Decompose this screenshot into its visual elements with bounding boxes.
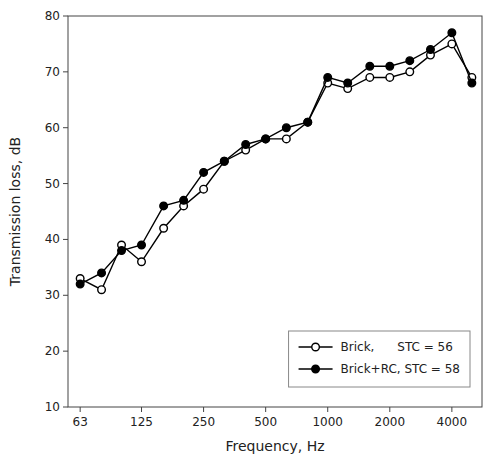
data-point — [160, 224, 168, 232]
y-tick — [63, 295, 68, 296]
data-point — [180, 197, 188, 205]
x-tick-label: 125 — [130, 415, 153, 429]
x-tick — [451, 407, 452, 412]
data-point — [386, 74, 394, 82]
y-tick-label: 10 — [45, 400, 60, 414]
legend-box — [289, 331, 470, 387]
plot-area — [76, 29, 475, 294]
y-tick — [63, 16, 68, 17]
plot-frame — [68, 16, 482, 407]
series — [76, 29, 475, 288]
y-axis-label: Transmission loss, dB — [7, 137, 23, 287]
x-tick — [265, 407, 266, 412]
axes: 63 125 250 500 1000 2000 4000 10 20 30 40 50 60 70 80 — [45, 9, 467, 429]
data-point — [344, 79, 352, 87]
series-line — [80, 44, 472, 290]
data-point — [200, 169, 208, 177]
x-tick — [389, 407, 390, 412]
chart: 63 125 250 500 1000 2000 4000 10 20 30 40 50 60 70 80 F… — [0, 0, 498, 465]
data-point — [98, 286, 106, 294]
data-point — [138, 258, 146, 266]
x-tick — [141, 407, 142, 412]
series — [76, 40, 475, 293]
data-point — [242, 141, 250, 149]
data-point — [448, 29, 456, 37]
data-point — [324, 74, 332, 82]
x-tick-label: 4000 — [437, 415, 468, 429]
chart-container: 63 125 250 500 1000 2000 4000 10 20 30 40 50 60 70 80 F… — [0, 0, 498, 465]
data-point — [262, 135, 270, 143]
y-tick-label: 40 — [45, 232, 60, 246]
data-point — [138, 241, 146, 249]
legend: Brick, STC = 56 Brick+RC, STC = 58 — [289, 331, 470, 387]
y-tick-label: 50 — [45, 177, 60, 191]
data-point — [118, 247, 126, 255]
y-tick — [63, 71, 68, 72]
y-tick — [63, 239, 68, 240]
x-tick-label: 2000 — [375, 415, 406, 429]
data-point — [220, 157, 228, 165]
y-tick-label: 20 — [45, 344, 60, 358]
data-point — [283, 124, 291, 132]
x-axis-label: Frequency, Hz — [225, 438, 324, 454]
data-point — [366, 74, 374, 82]
x-tick-label: 500 — [254, 415, 277, 429]
x-tick — [327, 407, 328, 412]
data-point — [283, 135, 291, 143]
data-point — [304, 118, 312, 126]
data-point — [220, 157, 228, 165]
data-point — [98, 269, 106, 277]
legend-label: Brick, STC = 56 — [341, 340, 453, 354]
data-point — [386, 62, 394, 70]
y-tick — [63, 127, 68, 128]
data-point — [160, 202, 168, 210]
y-tick — [63, 183, 68, 184]
data-point — [304, 118, 312, 126]
y-tick-label: 60 — [45, 121, 60, 135]
data-point — [427, 46, 435, 54]
x-tick — [80, 407, 81, 412]
y-tick-label: 70 — [45, 65, 60, 79]
y-tick-label: 80 — [45, 9, 60, 23]
data-point — [406, 57, 414, 65]
x-tick-label: 1000 — [312, 415, 343, 429]
x-tick-label: 63 — [73, 415, 88, 429]
data-point — [76, 280, 84, 288]
data-point — [366, 62, 374, 70]
series-line — [80, 33, 472, 284]
data-point — [468, 79, 476, 87]
data-point — [262, 135, 270, 143]
data-point — [406, 68, 414, 76]
y-tick-label: 30 — [45, 288, 60, 302]
legend-label: Brick+RC, STC = 58 — [341, 362, 460, 376]
data-point — [200, 185, 208, 193]
y-tick — [63, 407, 68, 408]
x-tick-label: 250 — [192, 415, 215, 429]
legend-marker — [312, 365, 320, 373]
y-tick — [63, 351, 68, 352]
legend-marker — [312, 343, 320, 351]
x-tick — [203, 407, 204, 412]
